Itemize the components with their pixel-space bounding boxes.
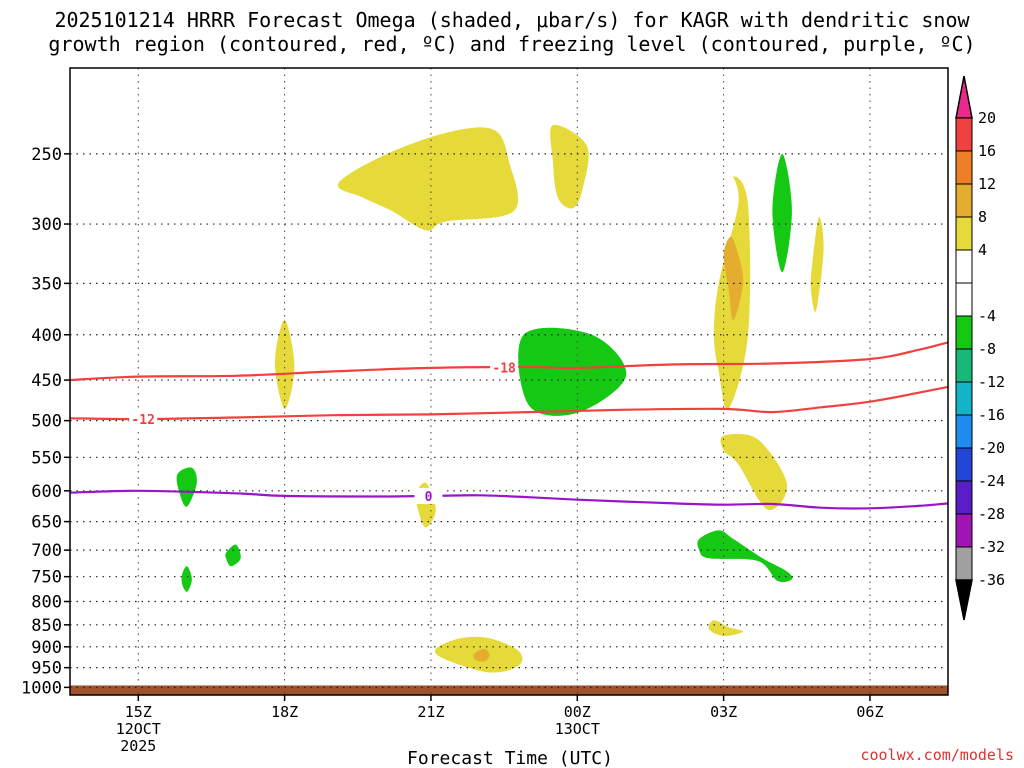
omega-region-6 xyxy=(274,319,295,409)
y-tick-label: 900 xyxy=(31,638,62,658)
colorbar-bin xyxy=(955,480,973,515)
plot-frame xyxy=(69,67,949,696)
x-tick-label: 15Z xyxy=(125,703,152,721)
colorbar-bin xyxy=(955,381,973,416)
colorbar-legend: 20 16 12 8 4 -4 -8 -12 -16 -20 -24 -28 -32 -36 xyxy=(955,75,1005,621)
contour-label-bg xyxy=(490,359,519,376)
colorbar-bin xyxy=(955,414,973,449)
colorbar-bin xyxy=(955,348,973,383)
colorbar-bottom-arrow xyxy=(955,579,973,621)
colorbar-bin xyxy=(955,282,973,317)
colorbar-label: 16 xyxy=(978,142,996,160)
colorbar-bin xyxy=(955,117,973,152)
contour-label-dgz-minus18: -18 xyxy=(492,361,516,376)
x-tick-label: 00Z xyxy=(564,703,591,721)
plot-border xyxy=(69,67,949,696)
omega-region-5 xyxy=(772,153,792,273)
colorbar-label: -20 xyxy=(978,439,1005,457)
omega-region-3 xyxy=(723,236,744,321)
colorbar-label: -36 xyxy=(978,571,1005,589)
colorbar-label: 8 xyxy=(978,208,987,226)
contour-label-dgz-minus12: -12 xyxy=(131,413,154,428)
contour-label-bg xyxy=(129,411,158,428)
colorbar-bin xyxy=(955,249,973,284)
x-tick-label: 12OCT xyxy=(116,720,161,738)
omega-shading-layer xyxy=(70,124,948,695)
chart-title: 2025101214 HRRR Forecast Omega (shaded, … xyxy=(0,8,1024,56)
colorbar-bin xyxy=(955,216,973,251)
colorbar-label: 20 xyxy=(978,109,996,127)
colorbar-bin xyxy=(955,513,973,548)
colorbar-bin xyxy=(955,150,973,185)
colorbar-label: -28 xyxy=(978,505,1005,523)
y-tick-label: 1000 xyxy=(21,678,62,698)
y-tick-label: 950 xyxy=(31,659,62,679)
omega-region-9 xyxy=(176,467,197,507)
y-tick-label: 800 xyxy=(31,593,62,613)
contour-layer: -18 -12 0 xyxy=(69,341,949,510)
contour-dgz-minus12 xyxy=(69,385,949,421)
colorbar-label: -4 xyxy=(978,307,996,325)
colorbar-bin xyxy=(955,447,973,482)
colorbar-label: -32 xyxy=(978,538,1005,556)
y-tick-label: 450 xyxy=(31,371,62,391)
gridlines xyxy=(70,68,948,695)
omega-region-1 xyxy=(337,127,519,231)
colorbar-label: 4 xyxy=(978,241,987,259)
chart-title-line2: growth region (contoured, red, ºC) and f… xyxy=(48,32,976,56)
y-tick-label: 700 xyxy=(31,541,62,561)
colorbar-label: -8 xyxy=(978,340,996,358)
omega-region-4 xyxy=(810,217,824,312)
colorbar-bin xyxy=(955,183,973,218)
x-axis-label: Forecast Time (UTC) xyxy=(407,748,613,768)
y-tick-label: 500 xyxy=(31,412,62,432)
colorbar-label: 12 xyxy=(978,175,996,193)
y-tick-label: 300 xyxy=(31,215,62,235)
contour-dgz-minus18 xyxy=(69,341,949,382)
y-tick-label: 750 xyxy=(31,568,62,588)
y-tick-label: 350 xyxy=(31,274,62,294)
omega-region-11 xyxy=(181,566,192,592)
omega-region-14 xyxy=(708,620,744,637)
colorbar-label: -16 xyxy=(978,406,1005,424)
x-tick-label: 21Z xyxy=(417,703,444,721)
x-tick-label: 13OCT xyxy=(555,720,600,738)
contour-label-freezing-level-0: 0 xyxy=(425,490,433,505)
x-tick-label: 06Z xyxy=(856,703,883,721)
x-tick-label: 03Z xyxy=(710,703,737,721)
colorbar-top-arrow xyxy=(955,75,973,119)
colorbar-label: -24 xyxy=(978,472,1005,490)
omega-region-13 xyxy=(697,530,793,583)
y-axis: 2503003504004505005506006507007508008509… xyxy=(21,145,70,698)
x-tick-label: 18Z xyxy=(271,703,298,721)
contour-freezing-level-0 xyxy=(69,489,949,510)
contour-label-bg xyxy=(414,487,443,504)
colorbar-bin xyxy=(955,315,973,350)
ground-surface xyxy=(70,685,948,695)
omega-region-7 xyxy=(518,327,627,416)
y-tick-label: 400 xyxy=(31,326,62,346)
credit-text: coolwx.com/models xyxy=(860,746,1014,764)
omega-region-16 xyxy=(473,648,490,662)
y-tick-label: 650 xyxy=(31,513,62,533)
y-tick-label: 550 xyxy=(31,448,62,468)
omega-region-12 xyxy=(225,544,241,567)
colorbar-bin xyxy=(955,546,973,581)
colorbar-label: -12 xyxy=(978,373,1005,391)
y-tick-label: 600 xyxy=(31,482,62,502)
y-tick-label: 250 xyxy=(31,145,62,165)
omega-region-8 xyxy=(720,433,788,511)
chart-title-line1: 2025101214 HRRR Forecast Omega (shaded, … xyxy=(54,8,970,32)
omega-region-0 xyxy=(550,124,589,209)
y-tick-label: 850 xyxy=(31,616,62,636)
x-tick-label: 2025 xyxy=(120,737,156,755)
